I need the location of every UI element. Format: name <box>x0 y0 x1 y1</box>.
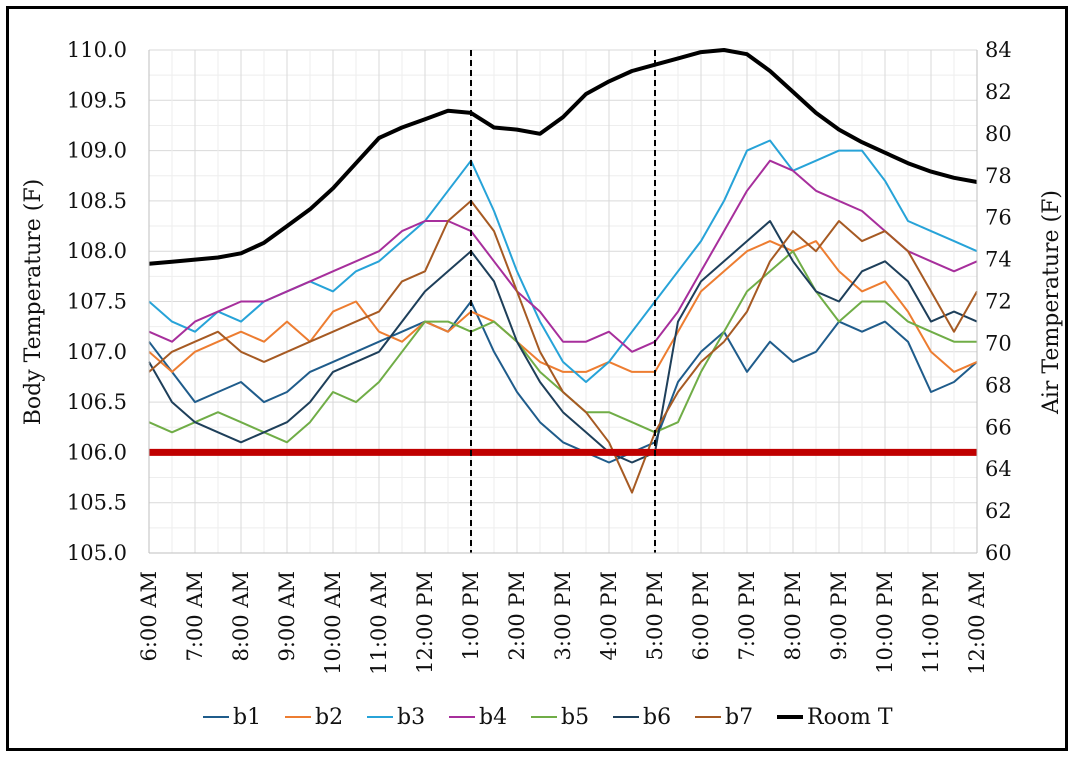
y2-tick-label: 76 <box>985 206 1012 230</box>
x-tick-label: 6:00 PM <box>689 571 713 660</box>
y2-tick-label: 66 <box>985 415 1012 439</box>
x-tick-label: 5:00 PM <box>643 571 667 660</box>
x-tick-label: 7:00 AM <box>183 571 207 662</box>
y-tick-label: 106.5 <box>67 390 127 414</box>
gridlines <box>148 49 978 554</box>
legend-item-b1: b1 <box>203 705 261 730</box>
y2-tick-label: 72 <box>985 290 1012 314</box>
axes: 105.0 105.5 106.0 106.5 107.0 107.5 108.0 108.5… <box>67 38 1012 675</box>
y2-tick-label: 70 <box>985 331 1012 355</box>
x-tick-label: 12:00 AM <box>965 571 989 675</box>
x-tick-label: 4:00 PM <box>597 571 621 660</box>
x-tick-label: 8:00 PM <box>781 571 805 660</box>
legend-label: b6 <box>643 705 671 730</box>
legend-item-b5: b5 <box>531 705 589 730</box>
legend-label: b4 <box>479 705 507 730</box>
y-tick-label: 105.0 <box>67 541 127 565</box>
legend-item-b3: b3 <box>367 705 425 730</box>
y2-tick-label: 84 <box>985 38 1012 62</box>
x-tick-label: 10:00 AM <box>321 571 345 675</box>
series-line-b4 <box>148 159 978 353</box>
x-tick-label: 1:00 PM <box>459 571 483 660</box>
legend-label: b7 <box>725 705 753 730</box>
x-tick-label: 9:00 AM <box>275 571 299 662</box>
x-tick-label: 11:00 PM <box>919 571 943 674</box>
x-tick-label: 6:00 AM <box>137 571 161 662</box>
x-tick-label: 2:00 PM <box>505 571 529 660</box>
x-tick-label: 3:00 PM <box>551 571 575 660</box>
y-tick-label: 110.0 <box>67 38 127 62</box>
x-tick-label: 8:00 AM <box>229 571 253 662</box>
legend-item-b4: b4 <box>449 705 507 730</box>
x-tick-label: 10:00 PM <box>873 571 897 674</box>
y-tick-label: 107.0 <box>67 340 127 364</box>
y-tick-label: 109.5 <box>67 88 127 112</box>
series-line-b6 <box>148 220 978 464</box>
series-line-room-t <box>148 48 978 266</box>
legend-label: b3 <box>397 705 425 730</box>
x-tick-label: 9:00 PM <box>827 571 851 660</box>
overlay-lines <box>149 50 977 553</box>
y-tick-label: 109.0 <box>67 139 127 163</box>
legend-item-b6: b6 <box>613 705 671 730</box>
y2-tick-label: 64 <box>985 457 1012 481</box>
y-tick-label: 108.0 <box>67 239 127 263</box>
legend: b1 b2 b3 b4 b5 b6 b7 Room T <box>203 705 893 730</box>
y2-axis-title: Air Temperature (F) <box>1039 190 1064 415</box>
x-tick-label: 12:00 PM <box>413 571 437 674</box>
series-line-b2 <box>148 240 978 373</box>
y2-tick-label: 74 <box>985 248 1012 272</box>
y2-tick-label: 68 <box>985 373 1012 397</box>
legend-item-b7: b7 <box>695 705 753 730</box>
legend-item-b2: b2 <box>285 705 343 730</box>
legend-label: b5 <box>561 705 589 730</box>
legend-label: b1 <box>233 705 261 730</box>
x-tick-label: 11:00 AM <box>367 571 391 675</box>
legend-label: b2 <box>315 705 343 730</box>
y-tick-label: 107.5 <box>67 290 127 314</box>
y2-tick-label: 78 <box>985 164 1012 188</box>
y2-tick-label: 62 <box>985 499 1012 523</box>
y2-tick-label: 82 <box>985 80 1012 104</box>
y2-tick-label: 60 <box>985 541 1012 565</box>
legend-item-room-t: Room T <box>777 705 893 730</box>
series-line-b7 <box>148 199 978 494</box>
x-tick-label: 7:00 PM <box>735 571 759 660</box>
y-tick-label: 106.0 <box>67 440 127 464</box>
y2-tick-label: 80 <box>985 122 1012 146</box>
y-tick-label: 105.5 <box>67 491 127 515</box>
series-lines <box>148 48 978 494</box>
y-axis-title: Body Temperature (F) <box>21 179 46 425</box>
legend-label: Room T <box>807 705 893 730</box>
y-tick-label: 108.5 <box>67 189 127 213</box>
